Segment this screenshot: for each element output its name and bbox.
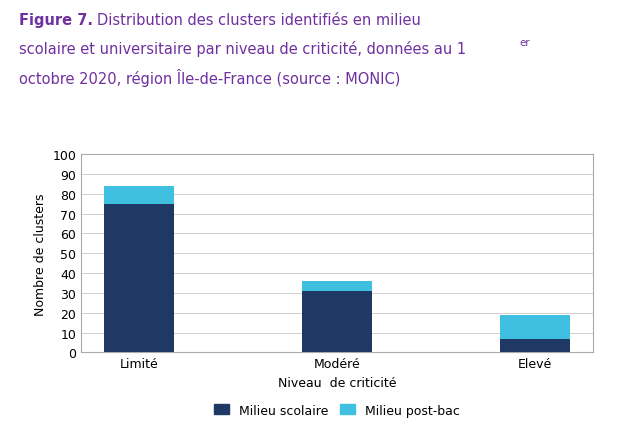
Legend: Milieu scolaire, Milieu post-bac: Milieu scolaire, Milieu post-bac [208,399,466,421]
Bar [104,204,173,353]
Bar [302,281,372,291]
Bar [500,339,570,353]
Bar [104,187,173,204]
Bar [302,291,372,353]
Text: octobre 2020, région Île-de-France (source : MONIC): octobre 2020, région Île-de-France (sour… [19,69,400,87]
Text: er: er [519,38,530,48]
Text: scolaire et universitaire par niveau de criticité, données au 1: scolaire et universitaire par niveau de … [19,41,466,57]
Y-axis label: Nombre de clusters: Nombre de clusters [34,193,47,315]
Text: Figure 7.: Figure 7. [19,13,93,28]
Text: Distribution des clusters identifiés en milieu: Distribution des clusters identifiés en … [97,13,421,28]
Bar [500,315,570,339]
X-axis label: Niveau  de criticité: Niveau de criticité [278,376,396,389]
